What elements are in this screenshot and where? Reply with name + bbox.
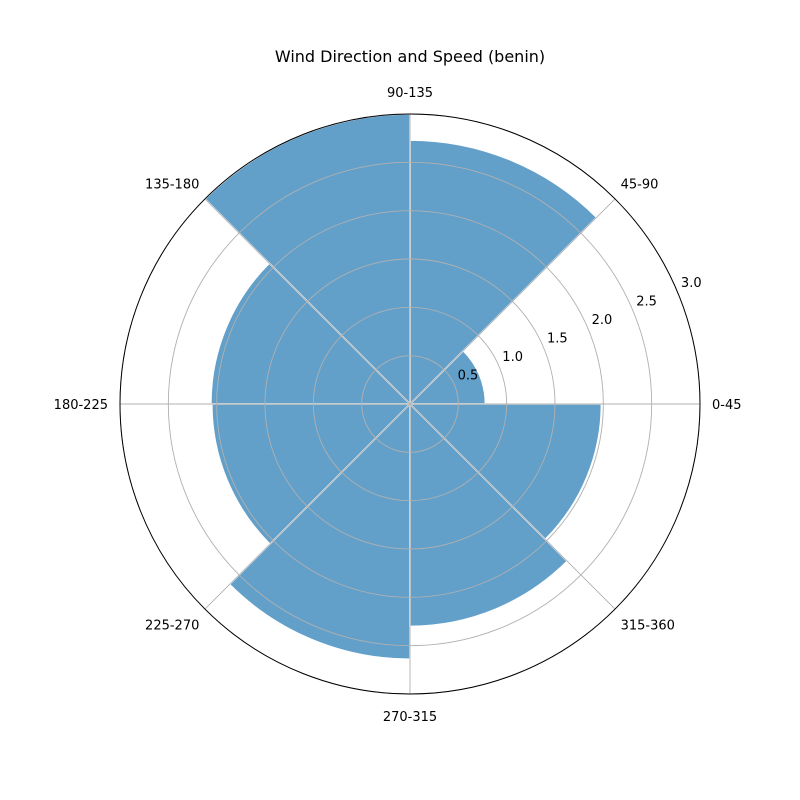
- direction-label-135-180: 135-180: [145, 177, 199, 192]
- r-tick-label: 0.5: [458, 369, 479, 384]
- direction-label-45-90: 45-90: [621, 177, 659, 192]
- chart-title: Wind Direction and Speed (benin): [275, 47, 545, 66]
- wind-bar-45-90: [409, 139, 598, 406]
- angular-gridline: [204, 198, 411, 405]
- wind-bar-270-315: [409, 402, 569, 628]
- r-tick-label: 2.5: [636, 295, 657, 310]
- angular-gridline: [409, 198, 616, 405]
- wind-bar-180-225: [211, 403, 412, 546]
- angular-gridline: [409, 403, 616, 610]
- wind-bar-225-270: [228, 402, 411, 660]
- wind-bar-135-180: [210, 262, 412, 405]
- wind-bar-0-45: [408, 349, 487, 405]
- labels-layer: 0.5 1.0 1.5 2.0 2.5 3.0 0-45 45-90 90-135 135-180…: [54, 86, 742, 725]
- direction-label-180-225: 180-225: [54, 398, 108, 413]
- r-tick-label: 1.0: [502, 350, 523, 365]
- grid-layer: [119, 113, 701, 695]
- r-tick-label: 1.5: [547, 332, 568, 347]
- polar-frame: [119, 113, 701, 695]
- angular-gridline: [204, 403, 411, 610]
- bars-layer: [203, 113, 603, 660]
- r-tick-label: 2.0: [592, 313, 613, 328]
- direction-label-315-360: 315-360: [621, 619, 675, 634]
- wind-bar-315-360: [408, 403, 603, 541]
- r-tick-label: 3.0: [681, 276, 702, 291]
- direction-label-225-270: 225-270: [145, 619, 199, 634]
- direction-label-0-45: 0-45: [712, 398, 742, 413]
- direction-label-90-135: 90-135: [387, 86, 433, 101]
- direction-label-270-315: 270-315: [383, 710, 437, 725]
